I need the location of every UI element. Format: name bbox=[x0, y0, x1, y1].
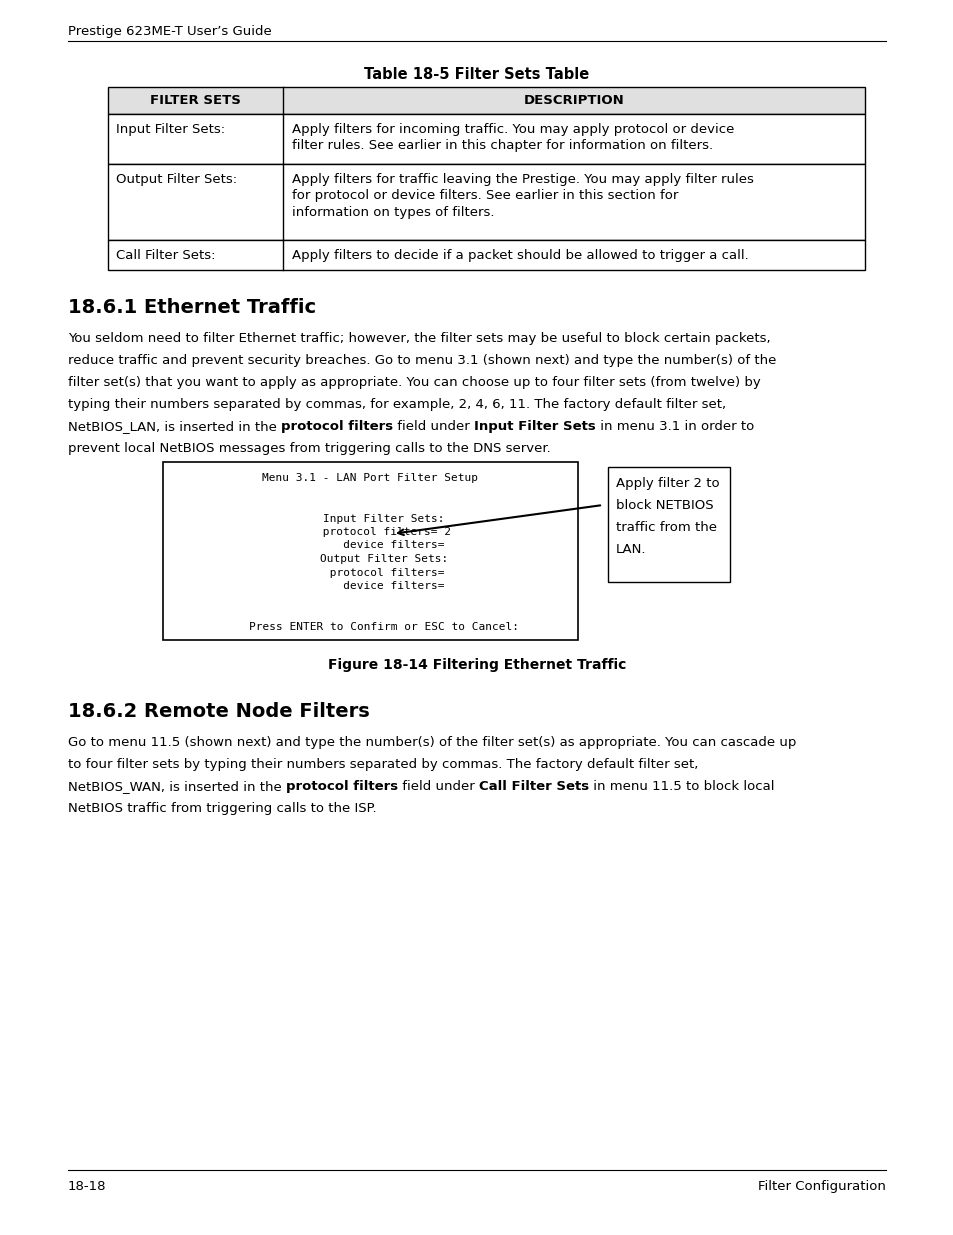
Text: DESCRIPTION: DESCRIPTION bbox=[523, 94, 623, 107]
Text: device filters=: device filters= bbox=[296, 541, 444, 551]
Text: Table 18-5 Filter Sets Table: Table 18-5 Filter Sets Table bbox=[364, 67, 589, 82]
Text: field under: field under bbox=[393, 420, 474, 433]
Text: NetBIOS_LAN, is inserted in the: NetBIOS_LAN, is inserted in the bbox=[68, 420, 281, 433]
Text: filter set(s) that you want to apply as appropriate. You can choose up to four f: filter set(s) that you want to apply as … bbox=[68, 375, 760, 389]
Text: Apply filter 2 to: Apply filter 2 to bbox=[616, 477, 719, 490]
Text: NetBIOS_WAN, is inserted in the: NetBIOS_WAN, is inserted in the bbox=[68, 781, 286, 793]
Text: protocol filters= 2: protocol filters= 2 bbox=[289, 527, 451, 537]
Text: Menu 3.1 - LAN Port Filter Setup: Menu 3.1 - LAN Port Filter Setup bbox=[262, 473, 478, 483]
Text: in menu 11.5 to block local: in menu 11.5 to block local bbox=[589, 781, 774, 793]
Text: for protocol or device filters. See earlier in this section for: for protocol or device filters. See earl… bbox=[292, 189, 678, 203]
Text: reduce traffic and prevent security breaches. Go to menu 3.1 (shown next) and ty: reduce traffic and prevent security brea… bbox=[68, 354, 776, 367]
Bar bbox=[108, 114, 864, 164]
Text: protocol filters: protocol filters bbox=[286, 781, 397, 793]
Text: device filters=: device filters= bbox=[296, 580, 444, 592]
Text: Input Filter Sets: Input Filter Sets bbox=[474, 420, 596, 433]
Text: Input Filter Sets:: Input Filter Sets: bbox=[296, 514, 444, 524]
Text: Output Filter Sets:: Output Filter Sets: bbox=[293, 555, 448, 564]
Text: filter rules. See earlier in this chapter for information on filters.: filter rules. See earlier in this chapte… bbox=[292, 140, 713, 152]
Text: 18.6.1 Ethernet Traffic: 18.6.1 Ethernet Traffic bbox=[68, 298, 315, 317]
Bar bbox=[108, 164, 864, 240]
Text: Apply filters to decide if a packet should be allowed to trigger a call.: Apply filters to decide if a packet shou… bbox=[292, 249, 748, 262]
Text: field under: field under bbox=[397, 781, 478, 793]
Bar bbox=[607, 467, 729, 582]
Text: to four filter sets by typing their numbers separated by commas. The factory def: to four filter sets by typing their numb… bbox=[68, 758, 698, 771]
Text: Figure 18-14 Filtering Ethernet Traffic: Figure 18-14 Filtering Ethernet Traffic bbox=[328, 658, 625, 672]
Text: protocol filters=: protocol filters= bbox=[296, 568, 444, 578]
Text: You seldom need to filter Ethernet traffic; however, the filter sets may be usef: You seldom need to filter Ethernet traff… bbox=[68, 332, 770, 345]
Text: FILTER SETS: FILTER SETS bbox=[150, 94, 241, 107]
Text: Output Filter Sets:: Output Filter Sets: bbox=[116, 173, 237, 186]
Text: in menu 3.1 in order to: in menu 3.1 in order to bbox=[596, 420, 754, 433]
Text: Filter Configuration: Filter Configuration bbox=[758, 1179, 885, 1193]
Text: Call Filter Sets:: Call Filter Sets: bbox=[116, 249, 215, 262]
Text: 18.6.2 Remote Node Filters: 18.6.2 Remote Node Filters bbox=[68, 701, 370, 721]
Text: Call Filter Sets: Call Filter Sets bbox=[478, 781, 589, 793]
Text: Input Filter Sets:: Input Filter Sets: bbox=[116, 124, 225, 136]
Text: Apply filters for traffic leaving the Prestige. You may apply filter rules: Apply filters for traffic leaving the Pr… bbox=[292, 173, 753, 186]
Text: block NETBIOS: block NETBIOS bbox=[616, 499, 713, 513]
Text: typing their numbers separated by commas, for example, 2, 4, 6, 11. The factory : typing their numbers separated by commas… bbox=[68, 398, 725, 411]
Text: protocol filters: protocol filters bbox=[281, 420, 393, 433]
Text: prevent local NetBIOS messages from triggering calls to the DNS server.: prevent local NetBIOS messages from trig… bbox=[68, 442, 550, 454]
Text: 18-18: 18-18 bbox=[68, 1179, 107, 1193]
Text: traffic from the: traffic from the bbox=[616, 521, 717, 534]
Text: Prestige 623ME-T User’s Guide: Prestige 623ME-T User’s Guide bbox=[68, 25, 272, 38]
Text: LAN.: LAN. bbox=[616, 543, 646, 556]
Text: Go to menu 11.5 (shown next) and type the number(s) of the filter set(s) as appr: Go to menu 11.5 (shown next) and type th… bbox=[68, 736, 796, 748]
Text: information on types of filters.: information on types of filters. bbox=[292, 206, 494, 219]
Bar bbox=[108, 240, 864, 270]
Text: Press ENTER to Confirm or ESC to Cancel:: Press ENTER to Confirm or ESC to Cancel: bbox=[222, 621, 518, 631]
Text: Apply filters for incoming traffic. You may apply protocol or device: Apply filters for incoming traffic. You … bbox=[292, 124, 734, 136]
Text: NetBIOS traffic from triggering calls to the ISP.: NetBIOS traffic from triggering calls to… bbox=[68, 802, 376, 815]
Bar bbox=[163, 462, 578, 640]
Bar bbox=[108, 86, 864, 114]
